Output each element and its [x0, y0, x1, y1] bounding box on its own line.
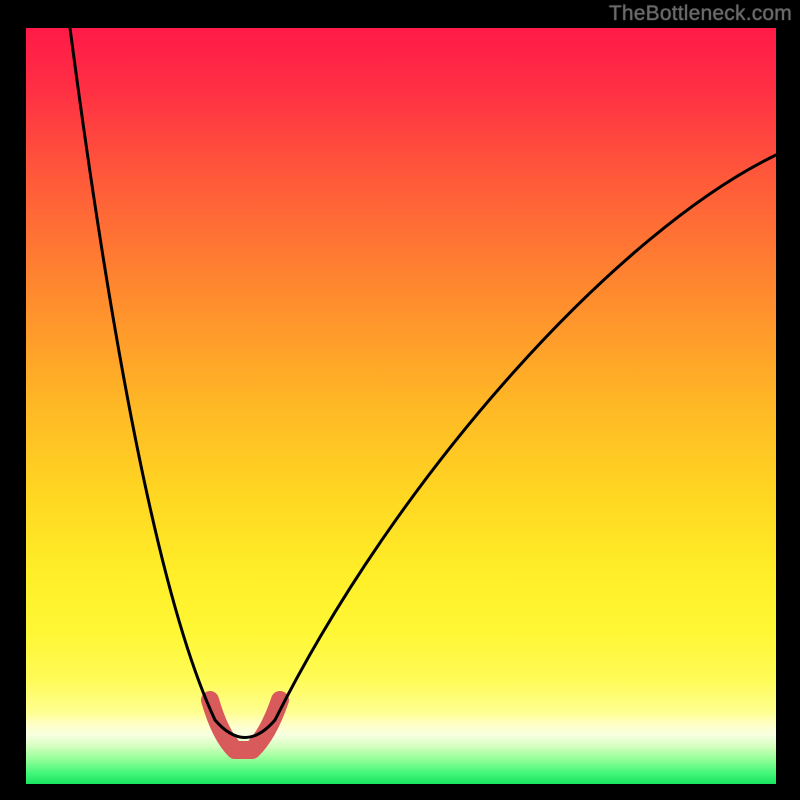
- chart-svg: [0, 0, 800, 800]
- chart-stage: TheBottleneck.com: [0, 0, 800, 800]
- plot-background: [26, 28, 776, 784]
- watermark-text: TheBottleneck.com: [609, 2, 792, 26]
